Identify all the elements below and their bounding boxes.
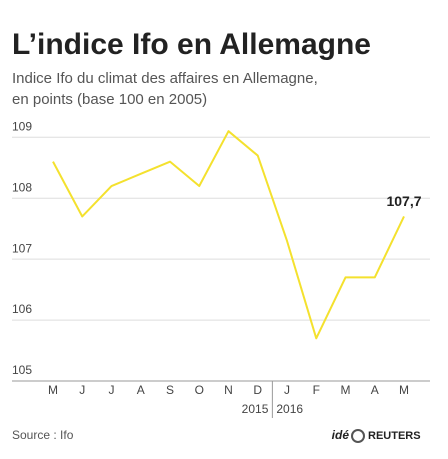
x-tick-label: F: [313, 383, 320, 397]
source: Source : Ifo: [12, 428, 74, 442]
logo-text: idé: [332, 428, 350, 442]
y-tick-label: 108: [12, 180, 32, 194]
y-tick-label: 105: [12, 363, 32, 377]
x-tick-label: A: [137, 383, 145, 397]
year-label: 2016: [276, 402, 303, 416]
x-tick-label: M: [48, 383, 58, 397]
x-tick-label: D: [253, 383, 262, 397]
x-tick-label: M: [399, 383, 409, 397]
chart-title: L’indice Ifo en Allemagne: [12, 28, 371, 61]
y-tick-label: 109: [12, 119, 32, 133]
x-tick-label: M: [341, 383, 351, 397]
x-tick-label: O: [195, 383, 204, 397]
x-tick-label: J: [79, 383, 85, 397]
logo-text: REUTERS: [368, 430, 421, 442]
data-label: 107,7: [386, 193, 421, 209]
year-label: 2015: [242, 402, 269, 416]
line: [52, 130, 405, 340]
x-tick-label: J: [109, 383, 115, 397]
y-tick-label: 106: [12, 302, 32, 316]
subtitle: en points (base 100 en 2005): [12, 91, 207, 108]
x-tick-label: S: [166, 383, 174, 397]
subtitle: Indice Ifo du climat des affaires en All…: [12, 70, 318, 87]
x-tick-label: A: [371, 383, 379, 397]
x-tick-label: J: [284, 383, 290, 397]
x-tick-label: N: [224, 383, 233, 397]
logo-icon: [351, 429, 365, 443]
y-tick-label: 107: [12, 241, 32, 255]
